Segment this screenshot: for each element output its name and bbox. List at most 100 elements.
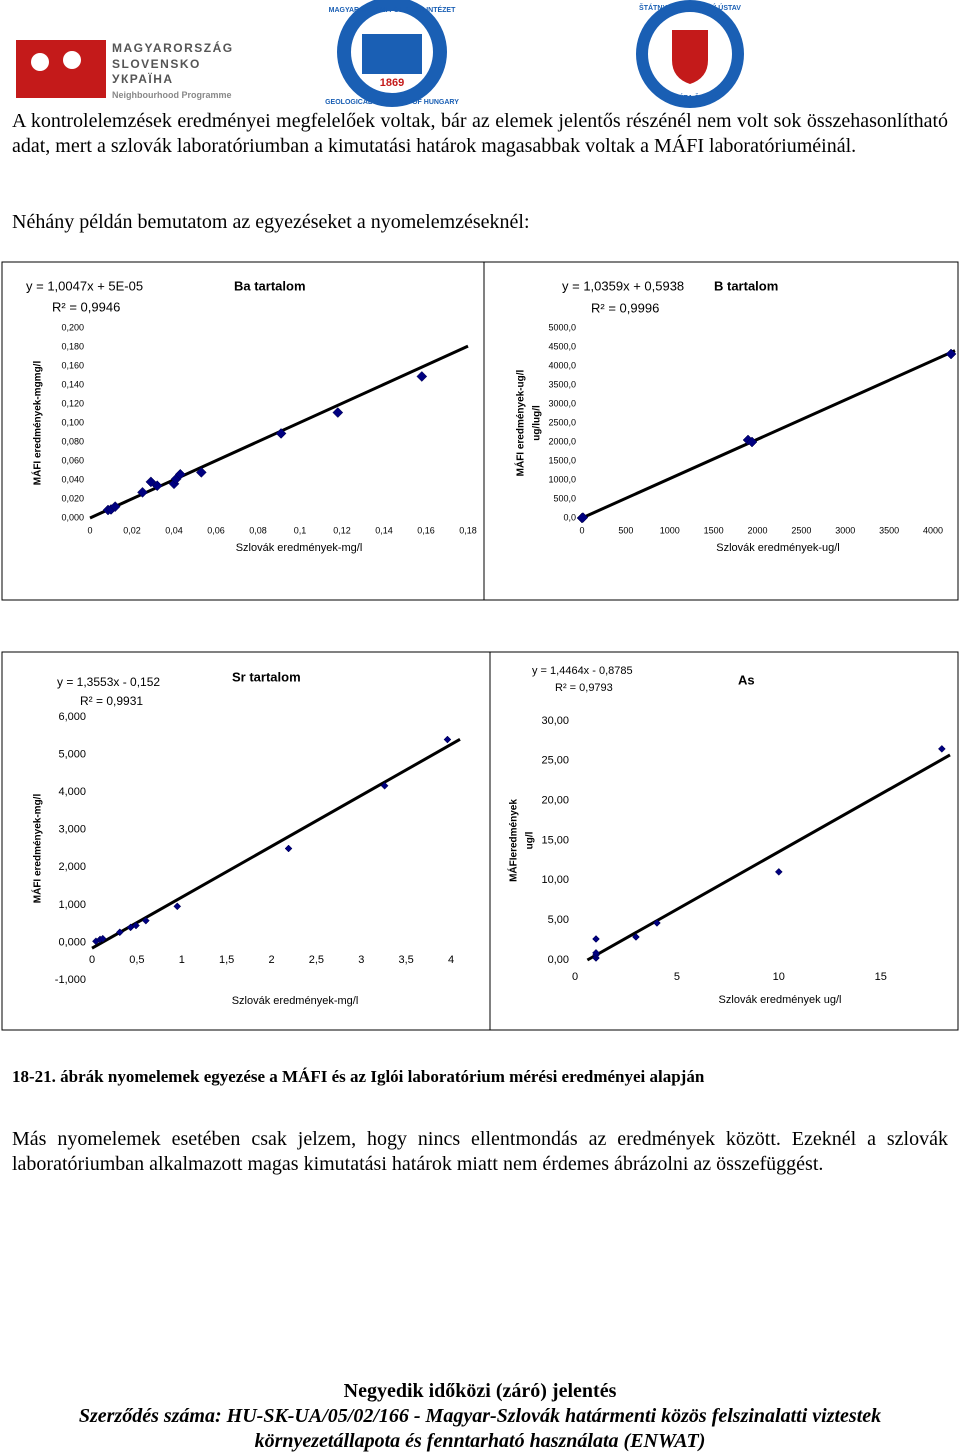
- logo-text: MAGYAR ÁLLAMI FÖLDTANI INTÉZET: [329, 5, 456, 14]
- data-point: [443, 735, 452, 744]
- x-tick-label: 4: [448, 954, 454, 966]
- y-tick-label: 0,000: [58, 936, 86, 948]
- y-tick-label: 3000,0: [548, 398, 576, 408]
- y-tick-label: 5,00: [548, 914, 569, 926]
- y-tick-label: 0,060: [61, 455, 84, 465]
- x-axis-label: Szlovák eredmények-ug/l: [716, 542, 840, 554]
- data-point: [577, 512, 589, 523]
- chart-frame: [1, 651, 959, 1031]
- y-tick-label: 0,000: [61, 512, 84, 522]
- y-tick-label: 0,180: [61, 341, 84, 351]
- x-tick-label: 4000: [923, 525, 943, 535]
- y-axis-label: MÁFI eredmények-ug/l: [514, 369, 527, 476]
- r-squared: R² = 0,9996: [591, 300, 659, 315]
- y-tick-label: 0,160: [61, 360, 84, 370]
- y-tick-label: 30,00: [541, 715, 569, 727]
- equation: y = 1,3553x - 0,152: [57, 675, 160, 689]
- footer-title: Negyedik időközi (záró) jelentés: [343, 1380, 617, 1402]
- x-tick-label: 0: [572, 971, 578, 983]
- equation: y = 1,4464x - 0,8785: [532, 665, 633, 677]
- data-point: [137, 486, 148, 498]
- data-point: [142, 916, 150, 925]
- y-tick-label: 0,080: [61, 436, 84, 446]
- data-point: [132, 921, 140, 930]
- x-tick-label: 0,1: [294, 525, 307, 535]
- logo-text: 1869: [380, 77, 404, 89]
- chart-frame: [1, 261, 959, 601]
- y-tick-label: 4,000: [58, 786, 86, 798]
- x-tick-label: 1,5: [219, 954, 234, 966]
- x-tick-label: 1500: [704, 525, 724, 535]
- logo-text: MAGYARORSZÁG: [112, 40, 234, 55]
- y-axis-label: ug/lug/l: [532, 405, 543, 441]
- x-tick-label: 1000: [660, 525, 680, 535]
- x-tick-label: 2,5: [309, 954, 324, 966]
- x-tick-label: 3: [358, 954, 364, 966]
- data-point: [945, 348, 957, 360]
- x-axis-label: Szlovák eredmények-mg/l: [236, 542, 363, 554]
- chart-title: Ba tartalom: [234, 278, 306, 293]
- footer-line: környezetállapota és fenntarható használ…: [254, 1430, 706, 1452]
- y-tick-label: 25,00: [541, 755, 569, 767]
- paragraph: A kontrolelemzések eredményei megfelelőe…: [12, 110, 948, 157]
- x-tick-label: 2000: [748, 525, 768, 535]
- x-tick-label: 0: [89, 954, 95, 966]
- y-tick-label: 3500,0: [548, 379, 576, 389]
- logo-middle-ring: [337, 0, 447, 107]
- r-squared: R² = 0,9931: [80, 694, 143, 708]
- logo-left-graphic: [16, 40, 106, 98]
- equation: y = 1,0359x + 0,5938: [562, 278, 684, 293]
- y-axis-label: MÁFI eredmények-mgmg/l: [31, 361, 44, 486]
- trendline: [91, 738, 461, 950]
- y-tick-label: 3,000: [58, 824, 86, 836]
- x-tick-label: 0: [579, 525, 584, 535]
- y-tick-label: 2500,0: [548, 417, 576, 427]
- y-axis-label: ug/l: [525, 831, 536, 849]
- y-tick-label: 5,000: [58, 748, 86, 760]
- x-tick-label: 15: [875, 971, 887, 983]
- logo-text: GEOLOGICAL INSTITUTE OF HUNGARY: [325, 99, 459, 106]
- y-tick-label: 2,000: [58, 861, 86, 873]
- chart-title: Sr tartalom: [232, 669, 301, 684]
- y-axis-label: MÁFI eredmények-mg/l: [31, 794, 44, 904]
- y-tick-label: 0,120: [61, 398, 84, 408]
- y-tick-label: 6,000: [58, 711, 86, 723]
- y-tick-label: 0,00: [548, 954, 569, 966]
- x-tick-label: 0,12: [333, 525, 351, 535]
- data-point: [173, 902, 182, 911]
- data-point: [98, 934, 107, 943]
- paragraph: Néhány példán bemutatom az egyezéseket a…: [12, 211, 530, 233]
- y-tick-label: -1,000: [55, 974, 86, 986]
- paragraph: Más nyomelemek esetében csak jelzem, hog…: [12, 1128, 948, 1175]
- x-tick-label: 2500: [791, 525, 811, 535]
- x-axis-label: Szlovák eredmények ug/l: [719, 994, 842, 1006]
- y-tick-label: 0,140: [61, 379, 84, 389]
- data-point: [332, 407, 344, 418]
- logo-right-ring: [636, 0, 744, 108]
- y-tick-label: 0,100: [61, 417, 84, 427]
- data-point: [115, 928, 124, 937]
- trendline: [581, 349, 956, 520]
- x-tick-label: 0,02: [123, 525, 141, 535]
- y-tick-label: 4000,0: [548, 360, 576, 370]
- x-tick-label: 500: [618, 525, 633, 535]
- caption: 18-21. ábrák nyomelemek egyezése a MÁFI …: [12, 1067, 705, 1086]
- charts: y = 1,0047x + 5E-05 R² = 0,9946 Ba tartalo…: [1, 261, 959, 1031]
- y-tick-label: 20,00: [541, 795, 569, 807]
- y-tick-label: 0,040: [61, 474, 84, 484]
- data-point: [746, 436, 758, 448]
- y-tick-label: 1000,0: [548, 474, 576, 484]
- data-point: [592, 935, 600, 943]
- y-tick-label: 0,200: [61, 322, 84, 332]
- y-tick-label: 5000,0: [548, 322, 576, 332]
- data-point: [937, 745, 946, 753]
- logo-text: SLOVENSKO: [112, 57, 201, 71]
- y-tick-label: 10,00: [541, 874, 569, 886]
- data-point: [151, 480, 163, 492]
- x-tick-label: 0,16: [417, 525, 435, 535]
- x-tick-label: 0: [87, 525, 92, 535]
- x-tick-label: 0,14: [375, 525, 393, 535]
- chart-title: B tartalom: [714, 278, 778, 293]
- r-squared: R² = 0,9793: [555, 682, 613, 694]
